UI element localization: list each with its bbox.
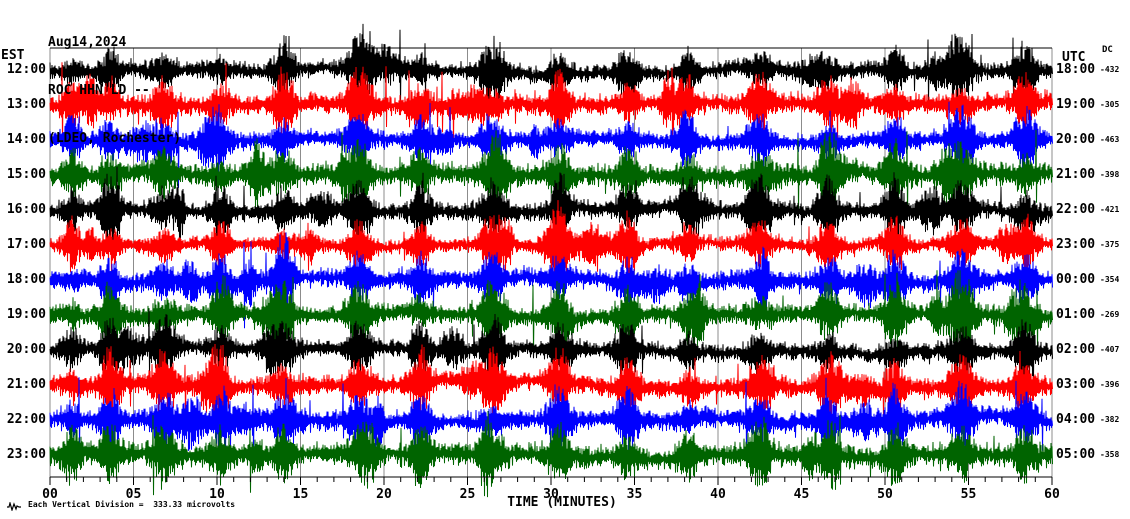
dc-value: -375: [1100, 240, 1120, 249]
utc-time-label: 01:00: [1056, 307, 1096, 322]
dc-value: -358: [1100, 450, 1120, 459]
title-date: Aug14,2024: [48, 35, 127, 50]
est-time-label: 14:00: [6, 132, 46, 147]
trace-2200-est: [49, 377, 1053, 464]
dc-value: -398: [1100, 170, 1120, 179]
minute-tick-label: 15: [292, 487, 309, 502]
utc-time-label: 02:00: [1056, 342, 1096, 357]
minute-tick-label: 25: [459, 487, 476, 502]
est-time-label: 23:00: [6, 447, 46, 462]
title-station: ROC HHN LD --: [48, 83, 150, 98]
minute-tick-label: 10: [209, 487, 225, 502]
utc-time-label: 04:00: [1056, 412, 1096, 427]
trace-2300-est: [49, 410, 1053, 498]
est-time-label: 21:00: [6, 377, 46, 392]
x-axis-label: TIME (MINUTES): [507, 495, 617, 510]
minute-tick-label: 30: [543, 487, 559, 502]
dc-value: -407: [1100, 345, 1120, 354]
minute-tick-label: 05: [125, 487, 142, 502]
utc-time-label: 21:00: [1056, 167, 1096, 182]
utc-time-label: 23:00: [1056, 237, 1096, 252]
dc-value: -396: [1100, 380, 1120, 389]
trace-1400-est: [49, 101, 1053, 188]
est-time-label: 18:00: [6, 272, 46, 287]
utc-time-label: 05:00: [1056, 447, 1096, 462]
est-time-label: 20:00: [6, 342, 46, 357]
trace-1200-est: [49, 23, 1053, 113]
dc-value: -421: [1100, 205, 1120, 214]
trace-1900-est: [49, 270, 1053, 361]
est-time-label: 17:00: [6, 237, 46, 252]
dc-value: -269: [1100, 310, 1120, 319]
trace-1700-est: [49, 200, 1053, 284]
minute-tick-label: 45: [793, 487, 810, 502]
est-time-label: 22:00: [6, 412, 46, 427]
dc-value: -354: [1100, 275, 1120, 284]
est-time-label: 16:00: [6, 202, 46, 217]
trace-1500-est: [49, 129, 1053, 220]
utc-time-label: 00:00: [1056, 272, 1096, 287]
minute-tick-label: 60: [1044, 487, 1060, 502]
minute-tick-label: 35: [626, 487, 643, 502]
dc-value: -432: [1100, 65, 1120, 74]
minute-tick-label: 55: [960, 487, 977, 502]
est-time-label: 13:00: [6, 97, 46, 112]
utc-time-label: 20:00: [1056, 132, 1096, 147]
minute-tick-label: 50: [877, 487, 893, 502]
est-time-label: 15:00: [6, 167, 46, 182]
minute-tick-label: 00: [42, 487, 58, 502]
est-time-label: 19:00: [6, 307, 46, 322]
trace-1300-est: [49, 62, 1053, 148]
dc-value: -382: [1100, 415, 1120, 424]
dc-value: -463: [1100, 135, 1120, 144]
right-axis-header: UTC: [1062, 50, 1086, 65]
trace-2100-est: [49, 343, 1053, 428]
minute-tick-label: 40: [710, 487, 726, 502]
title-network: (LDEO, Rochester): [48, 131, 182, 146]
waveform-icon: [7, 502, 21, 511]
dc-column-header: DC: [1102, 45, 1113, 55]
figure-title: Aug14,2024 ROC HHN LD -- (LDEO, Rocheste…: [48, 3, 181, 179]
vertical-division-note: Each Vertical Division = 333.33 microvol…: [28, 500, 236, 509]
minute-tick-label: 20: [376, 487, 392, 502]
utc-time-label: 18:00: [1056, 62, 1096, 77]
utc-time-label: 19:00: [1056, 97, 1096, 112]
utc-time-label: 03:00: [1056, 377, 1096, 392]
est-time-label: 12:00: [6, 62, 46, 77]
left-axis-header: EST: [1, 48, 25, 63]
trace-2000-est: [49, 309, 1053, 392]
utc-time-label: 22:00: [1056, 202, 1096, 217]
dc-value: -305: [1100, 100, 1120, 109]
trace-1600-est: [49, 166, 1053, 254]
